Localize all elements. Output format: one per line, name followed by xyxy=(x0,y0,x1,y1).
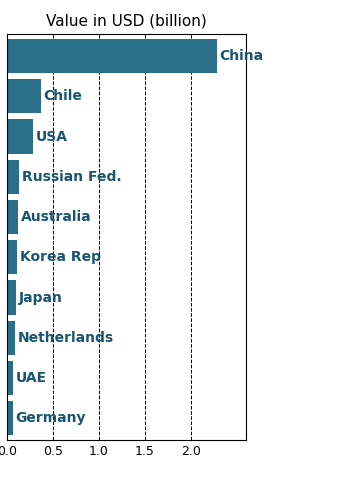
Bar xyxy=(7,321,15,355)
Text: Netherlands: Netherlands xyxy=(18,331,114,345)
Bar xyxy=(7,361,13,395)
Text: UAE: UAE xyxy=(16,371,47,385)
Text: Chile: Chile xyxy=(44,89,82,103)
Bar xyxy=(7,39,217,73)
Bar xyxy=(7,79,41,113)
Text: Korea Rep: Korea Rep xyxy=(20,250,101,264)
Bar xyxy=(7,120,32,153)
Bar xyxy=(7,240,17,274)
Text: USA: USA xyxy=(35,130,67,144)
Title: Value in USD (billion): Value in USD (billion) xyxy=(46,14,207,29)
Text: Russian Fed.: Russian Fed. xyxy=(22,170,121,184)
Bar xyxy=(7,401,13,436)
Bar xyxy=(7,160,19,194)
Text: China: China xyxy=(220,49,264,63)
Text: Australia: Australia xyxy=(21,210,91,224)
Bar xyxy=(7,280,16,315)
Bar xyxy=(7,200,18,234)
Text: Japan: Japan xyxy=(19,290,63,304)
Text: Germany: Germany xyxy=(15,411,86,425)
